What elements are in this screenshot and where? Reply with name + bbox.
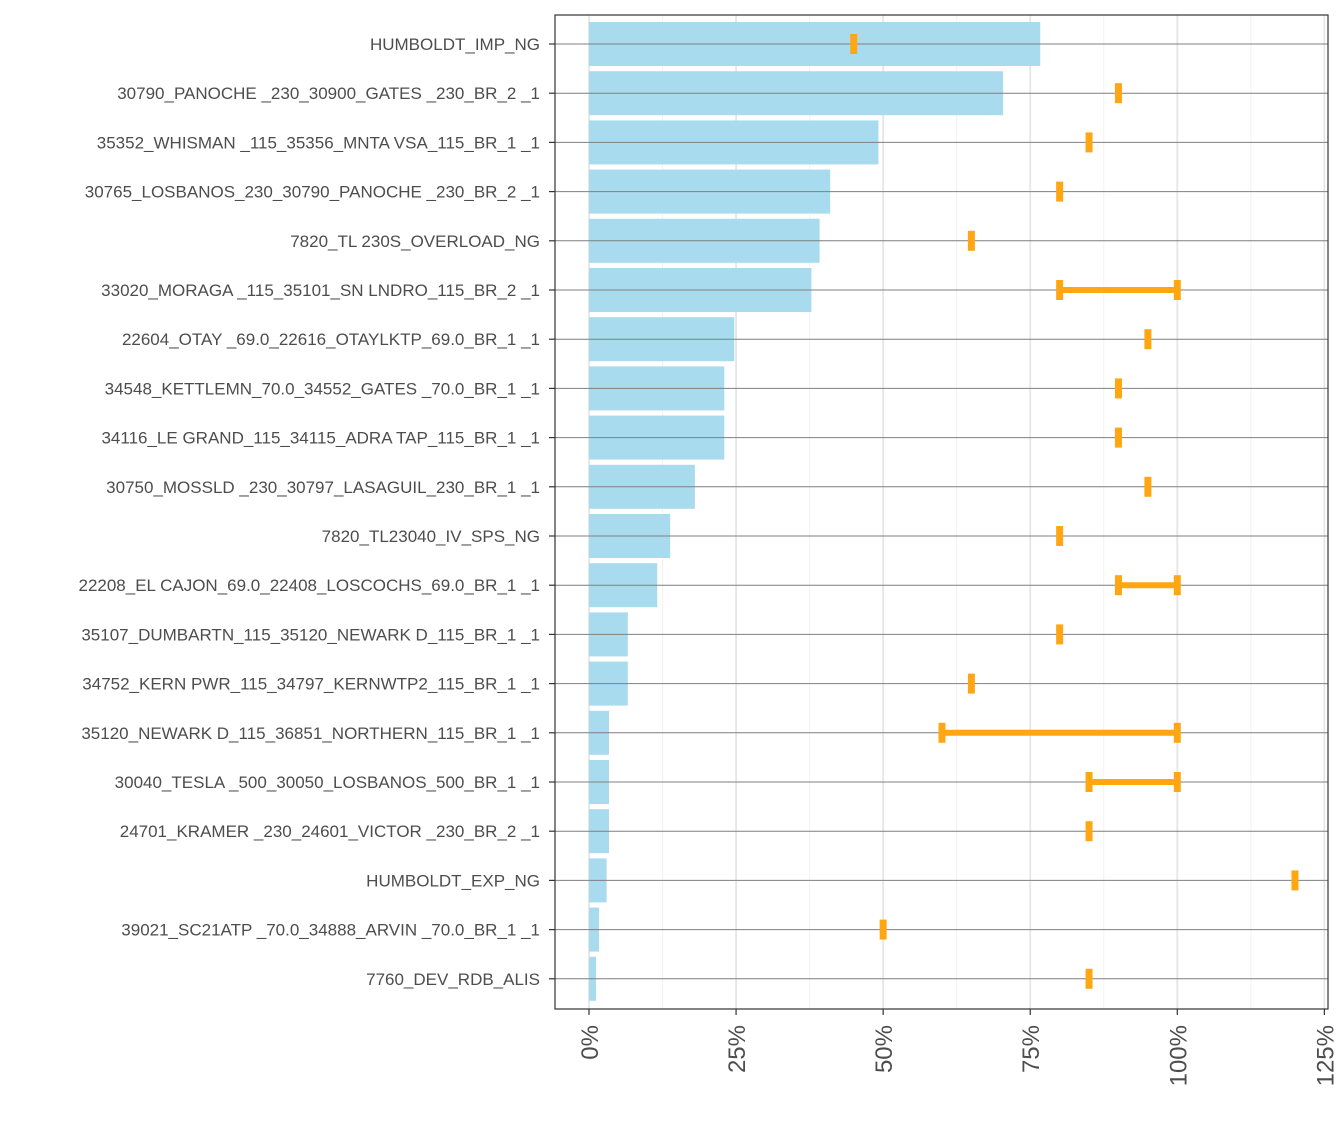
category-label: 22604_OTAY _69.0_22616_OTAYLKTP_69.0_BR_… [122, 330, 540, 349]
range-cap [1173, 722, 1181, 743]
bars [589, 22, 1041, 1001]
category-label: 22208_EL CAJON_69.0_22408_LOSCOCHS_69.0_… [78, 576, 540, 595]
category-label: 7820_TL 230S_OVERLOAD_NG [290, 232, 540, 251]
range-cap [1056, 280, 1064, 300]
x-tick-label: 50% [871, 1025, 898, 1073]
category-label: 30750_MOSSLD _230_30797_LASAGUIL_230_BR_… [106, 478, 540, 497]
range-point [1291, 870, 1299, 891]
range-point [1144, 476, 1152, 497]
range-point [967, 673, 975, 694]
range-point [1114, 83, 1122, 104]
range-point [967, 230, 975, 251]
category-label: 30790_PANOCHE _230_30900_GATES _230_BR_2… [117, 84, 540, 103]
category-label: 35352_WHISMAN _115_35356_MNTA VSA_115_BR… [97, 133, 540, 152]
category-label: 7760_DEV_RDB_ALIS [366, 970, 540, 989]
range-point [1114, 427, 1122, 448]
range-point [1085, 132, 1093, 153]
range-cap [1114, 575, 1122, 596]
range-point [1056, 181, 1064, 202]
range-point [1056, 624, 1064, 645]
range-markers [850, 34, 1299, 989]
range-cap [1085, 772, 1093, 792]
range-cap [1173, 772, 1181, 792]
category-label: 30765_LOSBANOS_230_30790_PANOCHE _230_BR… [85, 183, 540, 202]
x-axis: 0% 25% 50% 75% 100% 125% [577, 1009, 1339, 1086]
range-cap [1173, 280, 1181, 300]
x-tick-label: 25% [724, 1025, 751, 1073]
category-label: 34548_KETTLEMN_70.0_34552_GATES _70.0_BR… [105, 379, 540, 398]
category-label: 7820_TL23040_IV_SPS_NG [322, 527, 540, 546]
range-point [1085, 821, 1093, 842]
category-label: 35120_NEWARK D_115_36851_NORTHERN_115_BR… [81, 724, 540, 743]
range-point [1056, 526, 1064, 546]
range-point [1085, 968, 1093, 989]
category-label: 24701_KRAMER _230_24601_VICTOR _230_BR_2… [120, 822, 540, 841]
x-tick-label: 0% [577, 1025, 604, 1060]
y-axis: HUMBOLDT_IMP_NG 30790_PANOCHE _230_30900_… [78, 35, 555, 989]
range-point [1144, 329, 1152, 350]
category-label: 39021_SC21ATP _70.0_34888_ARVIN _70.0_BR… [121, 921, 540, 940]
range-point [879, 919, 887, 940]
range-cap [938, 722, 946, 743]
range-point [1114, 378, 1122, 399]
category-label: 34752_KERN PWR_115_34797_KERNWTP2_115_BR… [82, 675, 540, 694]
x-tick-label: 125% [1312, 1025, 1339, 1086]
category-label: 35107_DUMBARTN_115_35120_NEWARK D_115_BR… [81, 625, 540, 644]
category-label: HUMBOLDT_IMP_NG [370, 35, 540, 54]
category-label: 34116_LE GRAND_115_34115_ADRA TAP_115_BR… [101, 429, 540, 448]
x-tick-label: 100% [1165, 1025, 1192, 1086]
category-label: 33020_MORAGA _115_35101_SN LNDRO_115_BR_… [101, 281, 540, 300]
row-lines [555, 43, 1328, 980]
category-label: HUMBOLDT_EXP_NG [366, 871, 540, 890]
category-label: 30040_TESLA _500_30050_LOSBANOS_500_BR_1… [115, 773, 540, 792]
range-point [850, 34, 858, 54]
range-cap [1173, 575, 1181, 596]
x-tick-label: 75% [1018, 1025, 1045, 1073]
panel-border [554, 14, 1329, 1010]
